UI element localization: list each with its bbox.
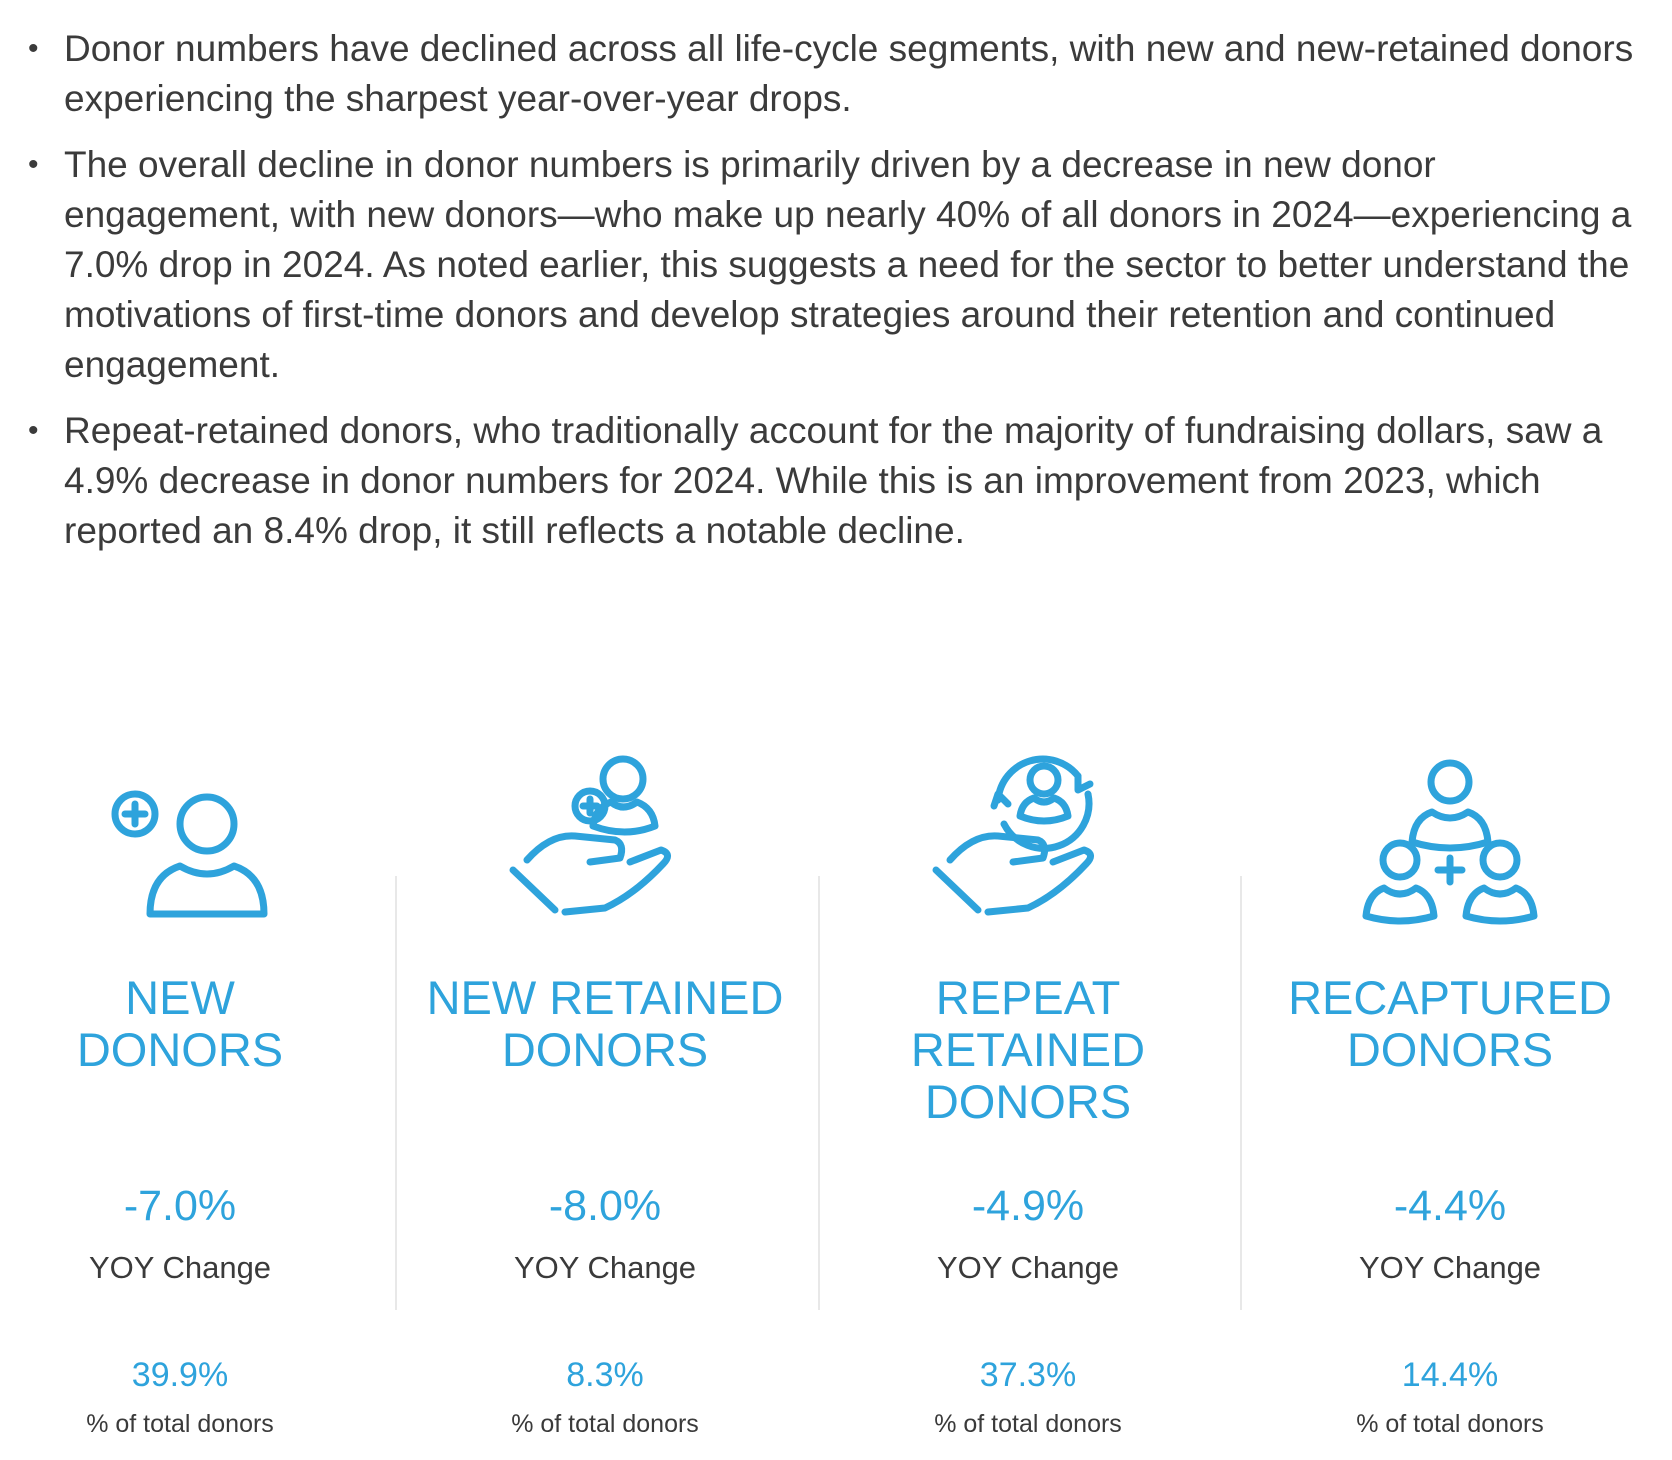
segment-repeat-retained-donors: REPEAT RETAINED DONORS -4.9% YOY Change …	[818, 730, 1238, 1450]
column-divider	[1240, 876, 1242, 1310]
new-donor-icon	[80, 754, 280, 944]
yoy-label: YOY Change	[1358, 1250, 1542, 1285]
yoy-label: YOY Change	[936, 1250, 1120, 1285]
column-divider	[818, 876, 820, 1310]
bullet-item: • The overall decline in donor numbers is…	[20, 140, 1660, 390]
segment-title: NEW RETAINED DONORS	[395, 972, 815, 1076]
segment-title: NEW DONORS	[0, 972, 390, 1076]
title-line: DONORS	[924, 1075, 1132, 1128]
new-retained-donor-icon	[505, 754, 705, 944]
yoy-value: -4.9%	[971, 1182, 1085, 1230]
yoy-label: YOY Change	[513, 1250, 697, 1285]
yoy-value: -8.0%	[548, 1182, 662, 1230]
segment-recaptured-donors: RECAPTURED DONORS -4.4% YOY Change 14.4%…	[1240, 730, 1660, 1450]
share-label: % of total donors	[934, 1410, 1122, 1438]
title-line: DONORS	[76, 1023, 284, 1076]
title-line: REPEAT	[935, 971, 1121, 1024]
share-value: 8.3%	[566, 1356, 644, 1394]
bullet-dot: •	[28, 148, 39, 181]
segment-new-donors: NEW DONORS -7.0% YOY Change 39.9% % of t…	[0, 730, 390, 1450]
share-value: 14.4%	[1401, 1356, 1499, 1394]
repeat-retained-donor-icon	[928, 754, 1128, 944]
bullet-text: The overall decline in donor numbers is …	[64, 144, 1632, 385]
share-label: % of total donors	[1356, 1410, 1544, 1438]
bullet-item: • Donor numbers have declined across all …	[20, 24, 1660, 124]
share-value: 39.9%	[131, 1356, 229, 1394]
title-line: DONORS	[1346, 1023, 1554, 1076]
title-line: DONORS	[501, 1023, 709, 1076]
yoy-value: -4.4%	[1393, 1182, 1507, 1230]
column-divider	[395, 876, 397, 1310]
bullet-dot: •	[28, 414, 39, 447]
title-line: NEW	[125, 971, 235, 1024]
segment-title: REPEAT RETAINED DONORS	[818, 972, 1238, 1128]
bullet-item: • Repeat-retained donors, who traditional…	[20, 406, 1660, 556]
share-label: % of total donors	[511, 1410, 699, 1438]
yoy-value: -7.0%	[123, 1182, 237, 1230]
title-line: NEW RETAINED	[426, 971, 784, 1024]
yoy-label: YOY Change	[88, 1250, 272, 1285]
segment-new-retained-donors: NEW RETAINED DONORS -8.0% YOY Change 8.3…	[395, 730, 815, 1450]
segment-title: RECAPTURED DONORS	[1240, 972, 1660, 1076]
donor-segments: NEW DONORS -7.0% YOY Change 39.9% % of t…	[0, 730, 1672, 1460]
recaptured-donor-icon	[1350, 754, 1550, 944]
bullet-text: Repeat-retained donors, who traditionall…	[64, 410, 1603, 551]
bullet-dot: •	[28, 32, 39, 65]
share-value: 37.3%	[979, 1356, 1077, 1394]
title-line: RECAPTURED	[1288, 971, 1612, 1024]
bullet-text: Donor numbers have declined across all l…	[64, 28, 1634, 119]
share-label: % of total donors	[86, 1410, 274, 1438]
findings-list: • Donor numbers have declined across all …	[20, 24, 1660, 572]
title-line: RETAINED	[910, 1023, 1146, 1076]
